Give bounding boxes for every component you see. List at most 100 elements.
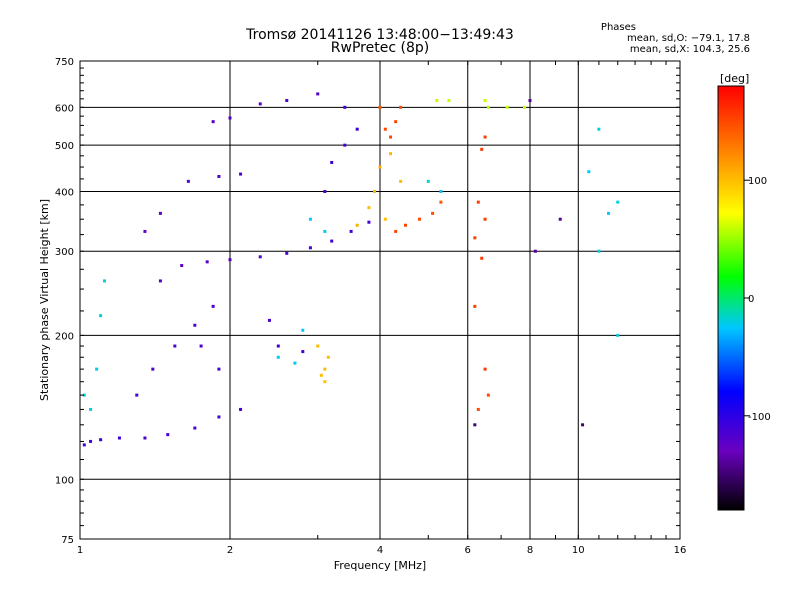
data-point [258, 255, 262, 259]
data-point [417, 217, 421, 221]
y-tick-label: 750 [55, 57, 74, 68]
data-point [143, 229, 147, 233]
data-point [326, 355, 330, 359]
data-point [217, 174, 221, 178]
data-point [343, 143, 347, 147]
data-point [180, 264, 184, 268]
colorbar-ticks: 100 0 -100 [744, 176, 771, 423]
data-point [117, 436, 121, 440]
stats-o-mode: mean, sd,O: −79.1, 17.8 [627, 33, 750, 44]
data-point [158, 279, 162, 283]
x-tick-label: 6 [465, 545, 471, 556]
x-tick-label: 4 [377, 545, 383, 556]
data-point [301, 328, 305, 332]
y-tick-label: 200 [55, 331, 74, 342]
data-point [383, 127, 387, 131]
data-point [528, 99, 532, 103]
data-point [228, 258, 232, 262]
grid [80, 61, 680, 539]
data-point [323, 367, 327, 371]
x-tick-label: 16 [674, 545, 687, 556]
data-point [587, 170, 591, 174]
scatter-points [82, 92, 620, 447]
data-point [480, 256, 484, 260]
data-point [103, 279, 107, 283]
colorbar-label: [deg] [720, 72, 749, 85]
data-point [316, 344, 320, 348]
x-tick-label: 1 [77, 545, 83, 556]
data-point [389, 152, 393, 156]
data-point [597, 127, 601, 131]
data-point [211, 120, 215, 124]
x-tick-label: 8 [527, 545, 533, 556]
data-point [228, 116, 232, 120]
data-point [82, 393, 86, 397]
stats-title: Phases [600, 22, 636, 33]
data-point [276, 355, 280, 359]
y-ticks: 75 100 200 300 400 500 600 750 [55, 57, 680, 546]
data-point [394, 120, 398, 124]
data-point [476, 200, 480, 204]
data-point [403, 223, 407, 227]
data-point [533, 249, 537, 253]
y-tick-label: 500 [55, 141, 74, 152]
data-point [435, 99, 439, 103]
data-point [616, 200, 620, 204]
data-point [211, 304, 215, 308]
data-point [367, 206, 371, 210]
data-point [323, 189, 327, 193]
colorbar [717, 85, 745, 511]
data-point [217, 415, 221, 419]
data-point [483, 217, 487, 221]
data-point [293, 361, 297, 365]
x-ticks: 1 2 4 6 8 10 16 [77, 61, 687, 556]
data-point [89, 439, 93, 443]
data-point [193, 323, 197, 327]
data-point [193, 426, 197, 430]
chart-subtitle: RwPretec (8p) [330, 40, 430, 56]
data-point [267, 318, 271, 322]
data-point [285, 99, 289, 103]
data-point [135, 393, 139, 397]
data-point [383, 217, 387, 221]
data-point [355, 127, 359, 131]
y-tick-label: 75 [61, 535, 74, 546]
y-tick-label: 400 [55, 187, 74, 198]
data-point [473, 236, 477, 240]
data-point [217, 367, 221, 371]
data-point [330, 239, 334, 243]
stats-x-mode: mean, sd,X: 104.3, 25.6 [629, 44, 750, 55]
colorbar-tick-label: -100 [748, 412, 771, 423]
data-point [431, 211, 435, 215]
data-point [276, 344, 280, 348]
data-point [483, 99, 487, 103]
data-point [426, 179, 430, 183]
data-point [439, 200, 443, 204]
data-point [473, 304, 477, 308]
data-point [373, 189, 377, 193]
data-point [523, 105, 527, 109]
data-point [316, 92, 320, 96]
data-point [151, 367, 155, 371]
data-point [285, 251, 289, 255]
data-point [505, 105, 509, 109]
data-point [473, 423, 477, 427]
data-point [343, 105, 347, 109]
data-point [355, 223, 359, 227]
data-point [476, 407, 480, 411]
y-axis-label: Stationary phase Virtual Height [km] [38, 199, 51, 401]
data-point [581, 423, 585, 427]
data-point [186, 179, 190, 183]
data-point [330, 160, 334, 164]
data-point [378, 165, 382, 169]
data-point [447, 99, 451, 103]
data-point [99, 438, 103, 442]
data-point [143, 436, 147, 440]
data-point [199, 344, 203, 348]
data-point [389, 135, 393, 139]
data-point [486, 393, 490, 397]
data-point [349, 229, 353, 233]
data-point [82, 443, 86, 447]
data-point [239, 172, 243, 176]
data-point [166, 433, 170, 437]
